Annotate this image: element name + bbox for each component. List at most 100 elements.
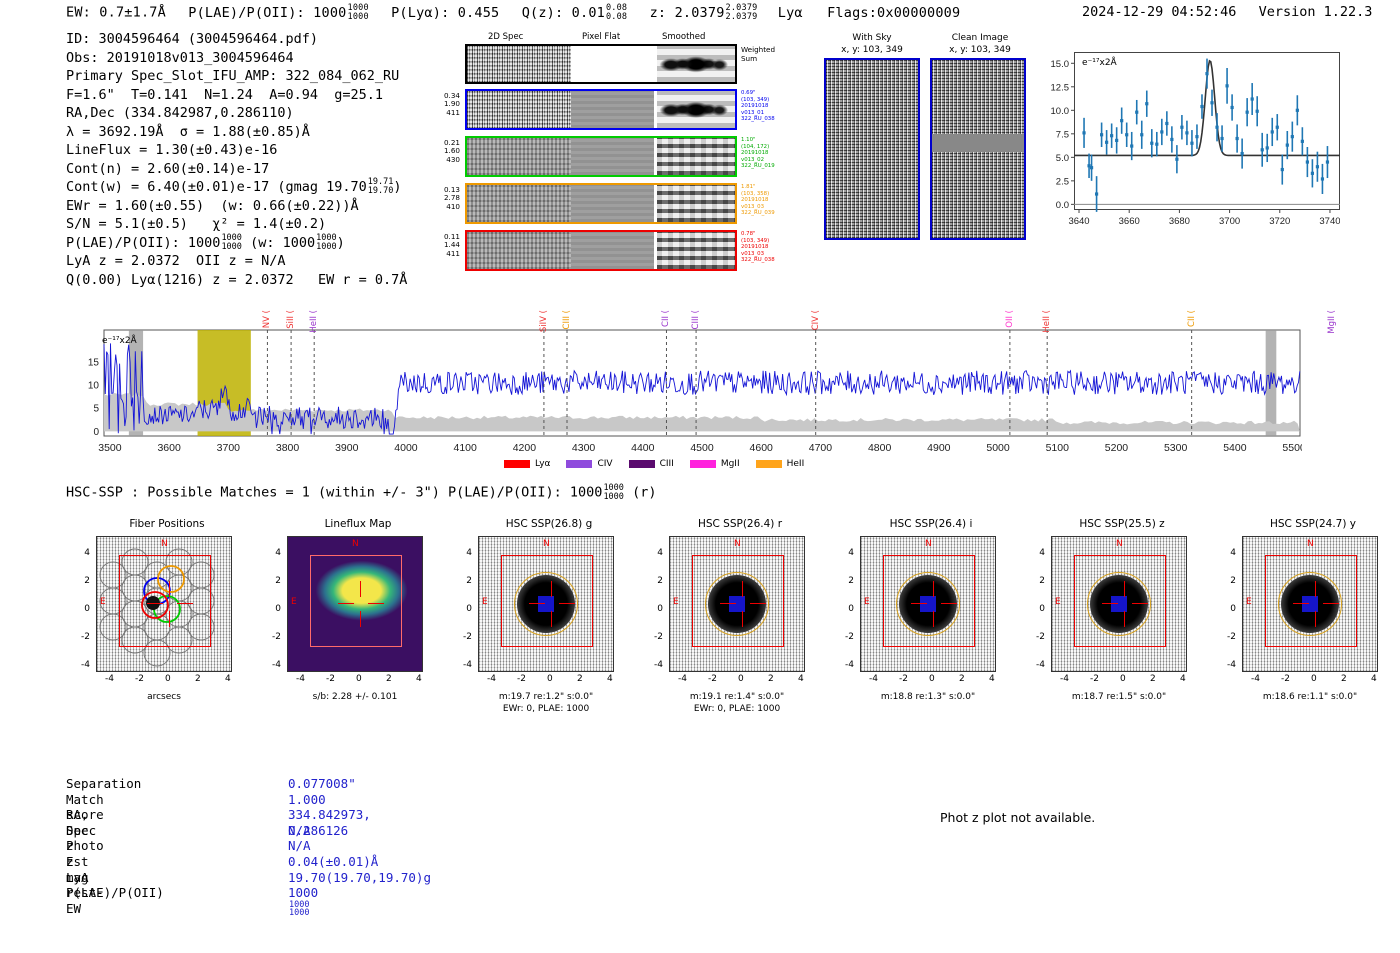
cutout-title: HSC SSP(26.8) g [505,518,593,530]
info-q: Q(0.00) Lyα(1216) z = 2.0372 EW r = 0.7Å [66,271,408,288]
cutout-ytick: -2 [81,632,90,642]
svg-text:3680: 3680 [1169,216,1190,227]
table-value: 10001000 1000 [288,885,319,919]
cutout-xtick: 0 [356,674,362,684]
svg-text:4700: 4700 [809,442,833,454]
cutout-ytick: 2 [84,576,90,586]
table-key: RA, Dec [66,807,89,838]
cutout-xtick: 2 [959,674,965,684]
spec2d-title-pixelflat: Pixel Flat [582,32,621,42]
header-plya: P(Lyα): 0.455 [391,4,500,21]
cutout-ytick: -4 [1227,660,1236,670]
cutout-ytick: -2 [463,632,472,642]
svg-text:4500: 4500 [690,442,714,454]
cutout-caption: s/b: 2.28 +/- 0.101 [312,692,398,702]
info-plae: P(LAE)/P(OII): 10001000 1000 (w: 10001000… [66,232,345,252]
header-lya: Lyα [777,4,803,21]
cutout-title: HSC SSP(26.4) i [889,518,973,530]
cutout-xtick: 0 [929,674,935,684]
svg-text:3800: 3800 [276,442,300,454]
cutout-xtick: 4 [607,674,613,684]
header-timestamp: 2024-12-29 04:52:46 [1082,4,1237,20]
cutout-caption: m:18.7 re:1.5" s:0.0" [1071,692,1167,702]
full-spectrum-legend: Lyα CIV CIII MgII HeII [504,459,820,469]
thumb-with-sky-image [824,58,920,240]
cutout-ytick: 4 [1039,548,1045,558]
cutout-xtick: 2 [386,674,392,684]
info-obs: Obs: 20191018v013_3004596464 [66,49,294,66]
cutout-xtick: -4 [296,674,305,684]
svg-text:4800: 4800 [868,442,892,454]
cutout-title: HSC SSP(24.7) y [1269,518,1356,530]
spec2d-row-2-left-labels: 0.21 1.60 430 [443,138,460,164]
emission-line-label-HeII: HeII ( [1042,310,1053,333]
cutout-xtick: -2 [1090,674,1099,684]
cutout-xtick: 0 [165,674,171,684]
info-cont-n: Cont(n) = 2.60(±0.14)e-17 [66,160,270,177]
cutout-ytick: -2 [272,632,281,642]
svg-text:3600: 3600 [157,442,181,454]
legend-swatch-HeII [755,459,782,468]
spec2d-row-1-right-labels: 0.69" (103, 349) 20191018 v013_01 322_RU_038 [741,90,775,123]
legend-label-MgII: MgII [720,459,740,469]
cutout-xtick: 2 [195,674,201,684]
svg-text:0: 0 [93,427,99,438]
thumb-with-sky-caption: With Sky x, y: 103, 349 [841,33,903,55]
svg-text:3700: 3700 [217,442,241,454]
svg-text:15: 15 [88,357,100,368]
svg-text:5400: 5400 [1223,442,1247,454]
header-z-frac: 2.0379 2.0379 [725,3,758,22]
header-z: z: 2.0379 [649,4,725,21]
spec2d-weighted-sum-label: Weighted Sum [741,45,776,63]
cutout-xtick: -2 [1281,674,1290,684]
svg-text:5000: 5000 [986,442,1010,454]
svg-text:3900: 3900 [335,442,359,454]
spec2d-weighted-sum-panel [465,44,737,84]
line-profile-unit-label: e⁻¹⁷x2Å [1082,58,1117,68]
emission-line-label-CIV: CIV ( [810,310,821,331]
emission-line-label-HeII: HeII ( [309,310,320,333]
table-value: 0.04(±0.01)Å [288,853,379,869]
cutout-ytick: -4 [654,660,663,670]
header-plae-frac: 1000 1000 [347,3,369,22]
cutout-ytick: 4 [657,548,663,558]
svg-text:3640: 3640 [1068,216,1089,227]
legend-swatch-MgII [689,459,716,468]
table-key: mag [66,869,89,885]
info-cont-w: Cont(w) = 6.40(±0.01)e-17 (gmag 19.7019.… [66,177,402,196]
spec2d-row-2-right-labels: 1.10" (104, 172) 20191018 v013_02 322_RU_019 [741,137,775,170]
info-radec: RA,Dec (334.842987,0.286110) [66,105,294,121]
cutout-xtick: -2 [135,674,144,684]
header-plae: P(LAE)/P(OII): 1000 [188,4,347,21]
cutout-ytick: -4 [845,660,854,670]
cutout-ytick: 0 [657,604,663,614]
emission-line-label-SiIV: SiIV ( [538,310,549,333]
cutout-title: Lineflux Map [324,518,392,530]
spec2d-title-smoothed: Smoothed [662,32,706,42]
cutout-ytick: 0 [275,604,281,614]
cutout-caption: m:18.6 re:1.1" s:0.0" [1262,692,1358,702]
spec2d-row-3-left-labels: 0.13 2.78 410 [443,185,460,211]
cutout-xtick: -2 [326,674,335,684]
table-key: P(LAE)/P(OII) [66,885,164,901]
table-value: 0.077008" [288,776,356,791]
svg-text:10: 10 [88,381,100,392]
table-value: N/A [288,822,311,838]
cutout-xtick: 2 [1150,674,1156,684]
cutout-title: HSC SSP(26.4) r [697,518,783,530]
info-wavelength: λ = 3692.19Å σ = 1.88(±0.85)Å [66,123,310,140]
cutout-xtick: 4 [1371,674,1377,684]
cutout-xtick: 2 [768,674,774,684]
header-flags: Flags:0x00000009 [827,4,961,21]
svg-text:7.5: 7.5 [1056,129,1069,140]
legend-label-CIV: CIV [597,459,613,469]
spec2d-row-4-left-labels: 0.11 1.44 411 [443,232,460,258]
emission-line-label-CII: CII ( [661,310,672,327]
